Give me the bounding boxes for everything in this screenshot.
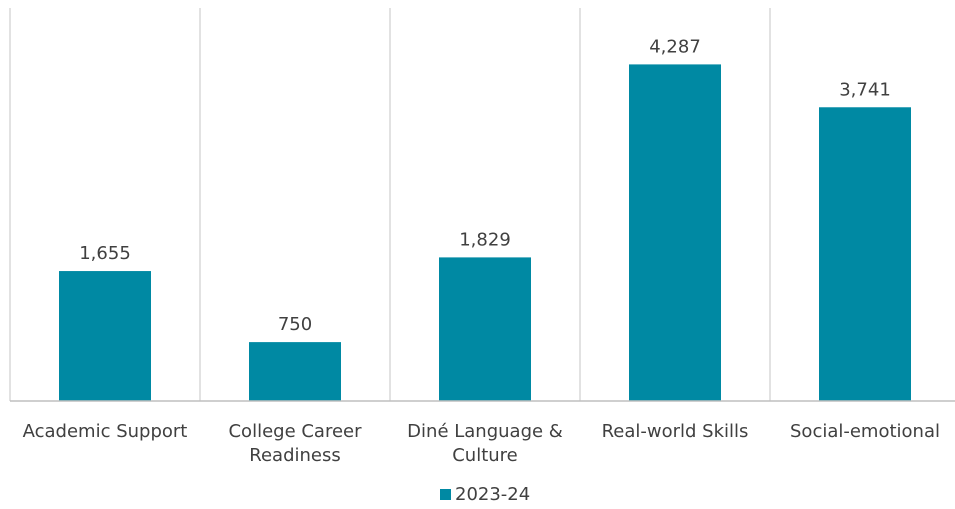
data-label-1: 750 <box>278 314 312 335</box>
bar-3 <box>629 64 721 402</box>
category-label-3: Real-world Skills <box>602 421 749 442</box>
bar-4 <box>819 107 911 401</box>
category-label-line: Real-world Skills <box>602 421 749 442</box>
category-label-line: Readiness <box>249 445 340 466</box>
bar-0 <box>59 271 151 401</box>
category-label-line: Social-emotional <box>790 421 940 442</box>
category-label-1: College Career Readiness <box>228 421 362 466</box>
bar-2 <box>439 257 531 401</box>
category-label-line: College Career <box>228 421 362 442</box>
category-label-0: Academic Support <box>23 421 188 442</box>
category-gridlines <box>9 8 771 401</box>
category-label-4: Social-emotional <box>790 421 940 442</box>
data-label-3: 4,287 <box>649 36 701 57</box>
data-labels: 1,655 750 1,829 4,287 3,741 <box>79 36 891 335</box>
category-label-line: Diné Language & <box>407 421 563 442</box>
category-label-line: Culture <box>452 445 518 466</box>
legend-swatch <box>440 489 451 500</box>
category-label-line: Academic Support <box>23 421 188 442</box>
data-label-4: 3,741 <box>839 79 891 100</box>
data-label-0: 1,655 <box>79 243 131 264</box>
data-label-2: 1,829 <box>459 229 511 250</box>
bars <box>59 64 911 402</box>
legend-label: 2023-24 <box>455 484 530 505</box>
category-label-2: Diné Language & Culture <box>407 421 563 466</box>
legend: 2023-24 <box>440 484 530 505</box>
bar-1 <box>249 342 341 401</box>
category-labels: Academic Support College Career Readiness D… <box>23 421 940 466</box>
